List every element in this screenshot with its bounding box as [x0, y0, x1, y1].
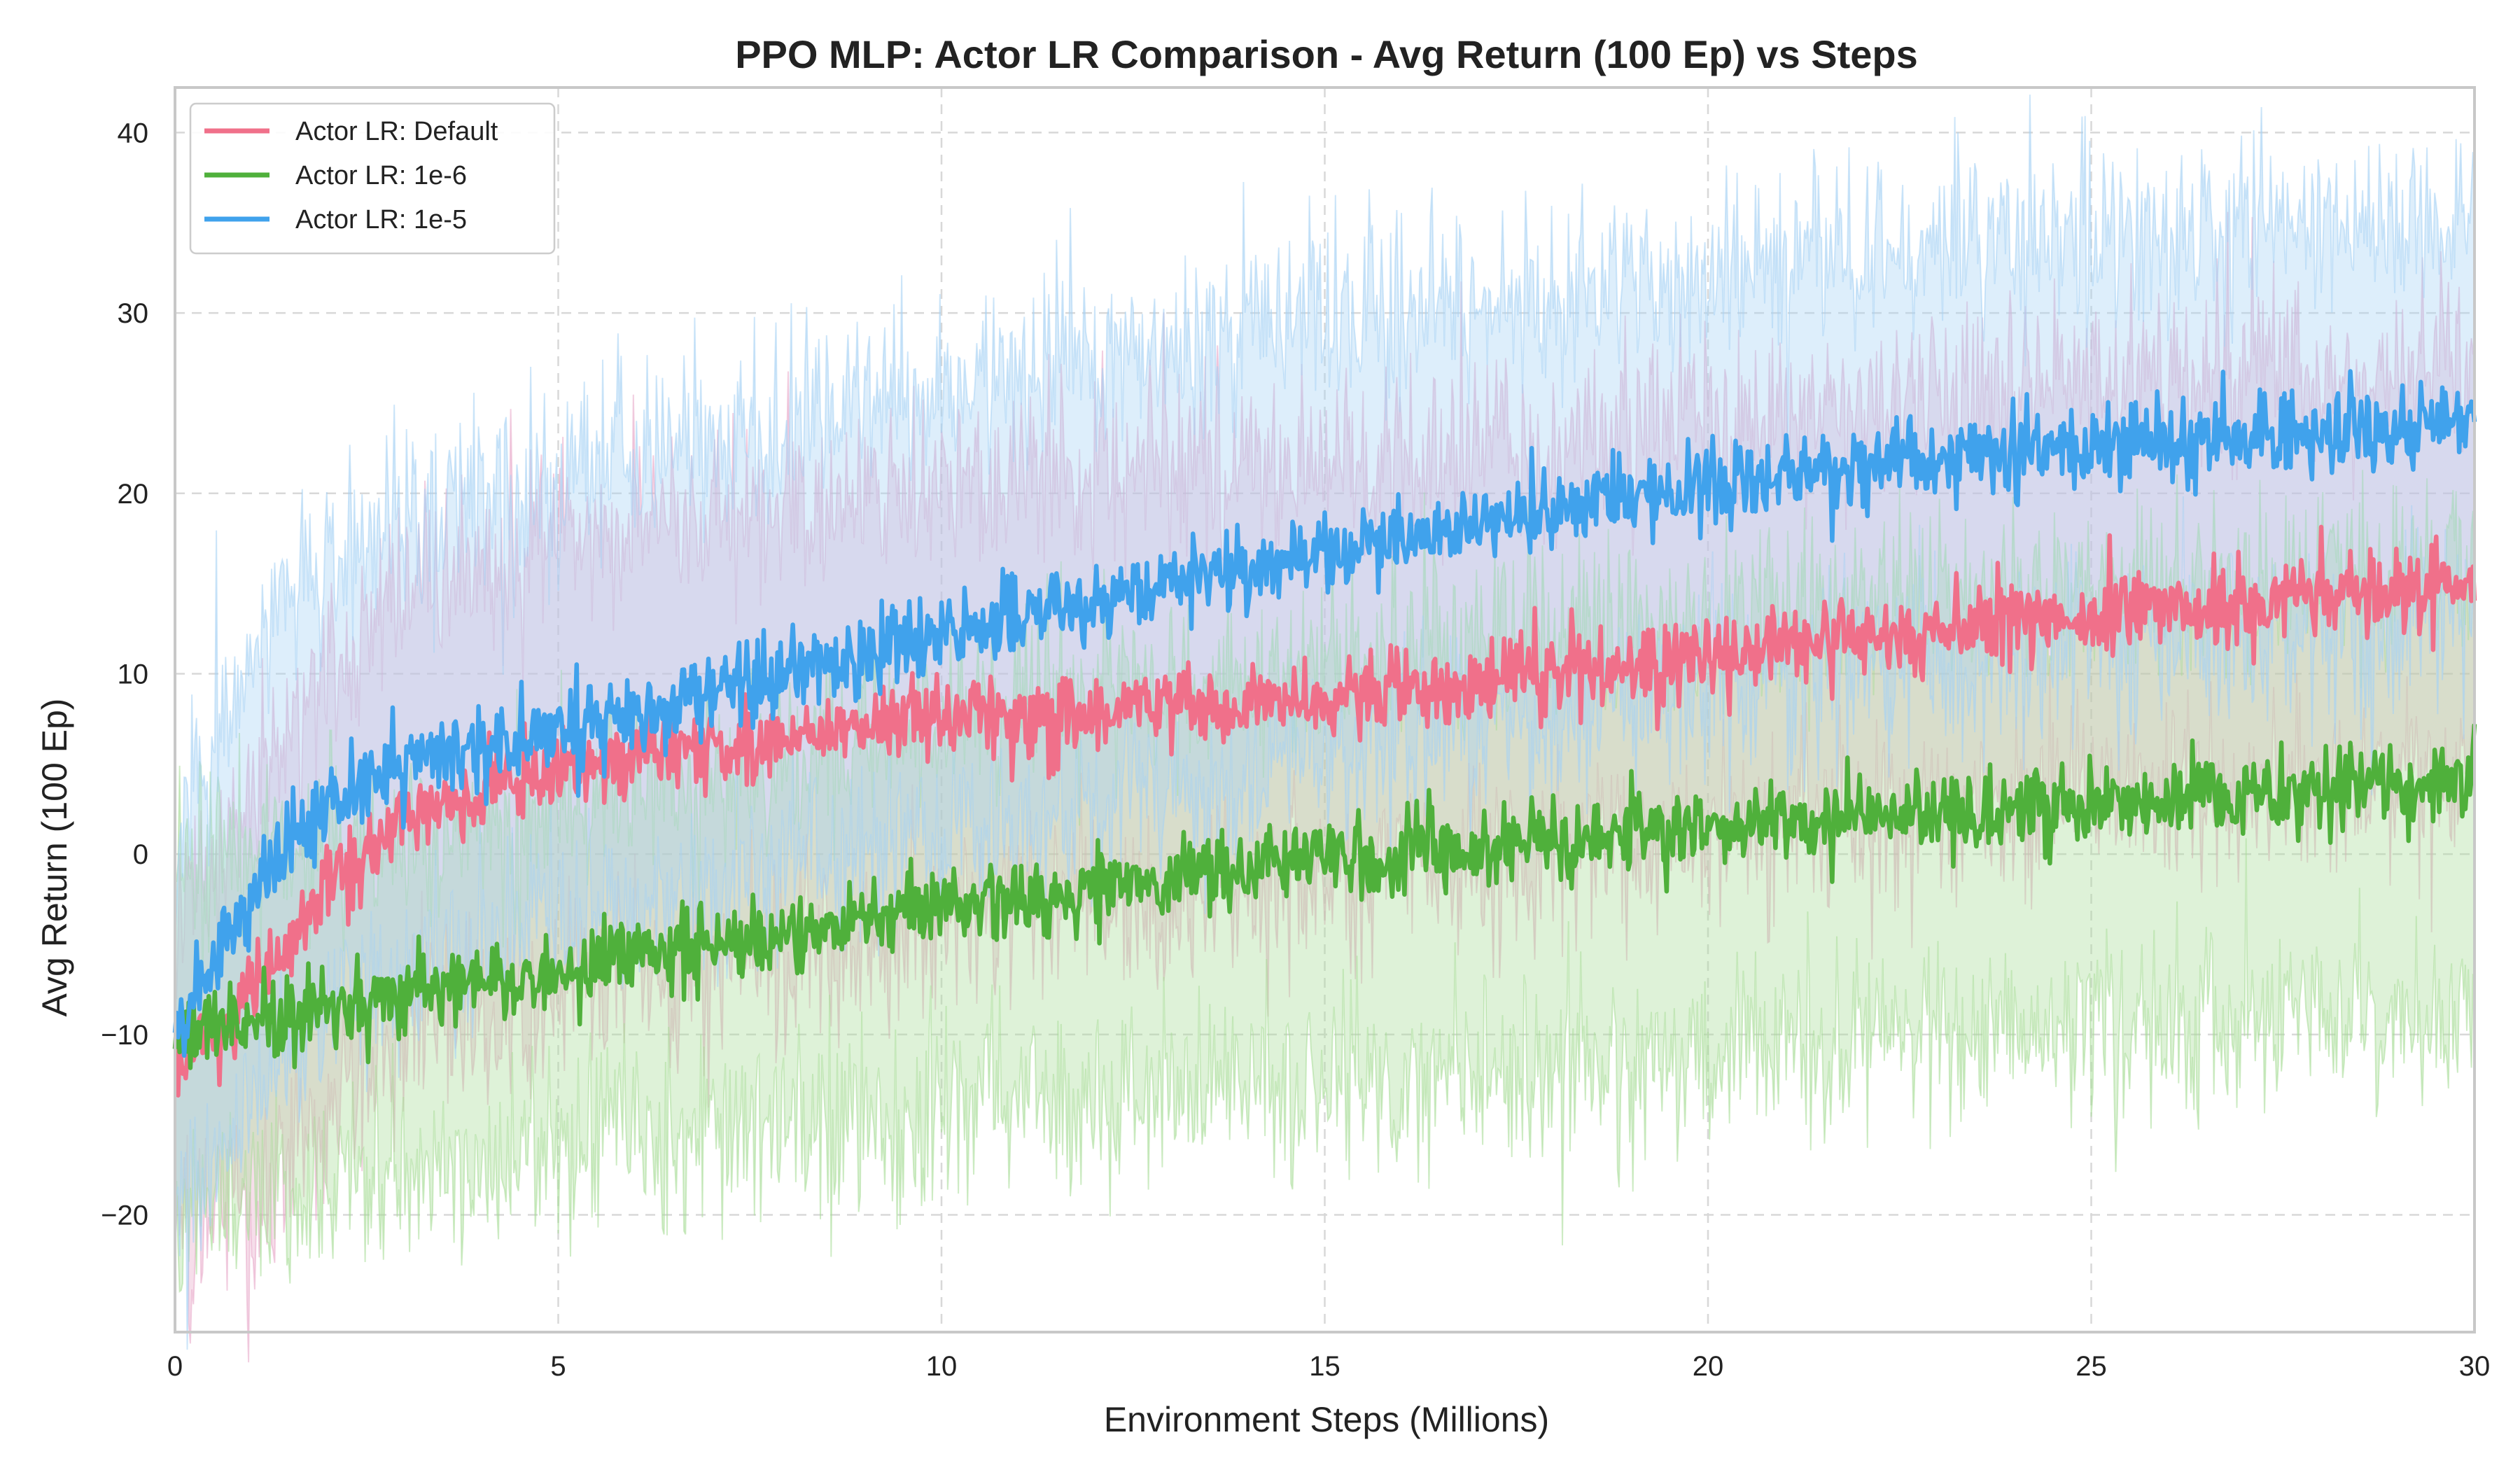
series-line-1e-5 [172, 369, 2477, 1058]
y-tick-label: 10 [118, 659, 149, 690]
x-tick-label: 0 [167, 1351, 183, 1382]
x-tick-label: 15 [1309, 1351, 1340, 1382]
y-axis-label: Avg Return (100 Ep) [35, 699, 74, 1017]
legend-box [189, 102, 556, 255]
series-lines [172, 369, 2477, 1098]
x-axis-label: Environment Steps (Millions) [1104, 1400, 1549, 1439]
series-line-1e-6 [172, 724, 2477, 1070]
y-tick-label: 20 [118, 479, 149, 510]
legend: Actor LR: Default Actor LR: 1e-6 Actor LR:… [189, 102, 556, 255]
y-tick-label: −10 [101, 1020, 148, 1051]
x-tick-label: 25 [2076, 1351, 2107, 1382]
plot-frame [174, 86, 2476, 1334]
legend-label-default: Actor LR: Default [295, 117, 498, 146]
x-tick-label: 30 [2459, 1351, 2491, 1382]
x-tick-label: 10 [926, 1351, 958, 1382]
y-tick-label: 30 [118, 298, 149, 329]
y-tick-label: 40 [118, 118, 149, 148]
x-tick-label: 5 [550, 1351, 566, 1382]
chart-title: PPO MLP: Actor LR Comparison - Avg Retur… [735, 32, 1918, 76]
series-line-default [172, 524, 2477, 1098]
tick-labels: 0 5 10 15 20 25 30 −20 −10 0 10 20 30 40 [101, 118, 2490, 1382]
x-tick-label: 20 [1693, 1351, 1724, 1382]
legend-label-1e-5: Actor LR: 1e-5 [295, 205, 467, 234]
y-tick-label: 0 [133, 839, 148, 870]
y-tick-label: −20 [101, 1200, 148, 1231]
legend-label-1e-6: Actor LR: 1e-6 [295, 161, 467, 190]
